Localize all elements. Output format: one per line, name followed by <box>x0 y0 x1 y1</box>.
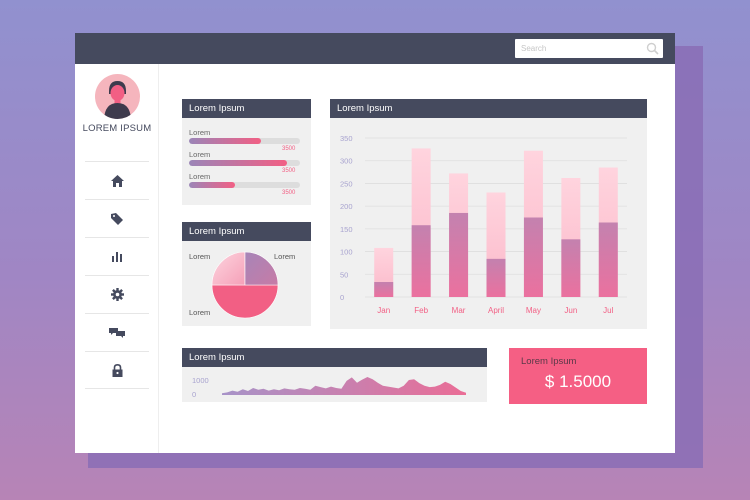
y-tick-label: 0 <box>340 293 344 302</box>
area-series <box>222 377 466 395</box>
user-avatar-icon <box>104 81 131 119</box>
x-tick-label: Jun <box>564 306 577 315</box>
y-tick-label: 0 <box>192 390 196 399</box>
bar-inner[interactable] <box>374 282 394 297</box>
home-icon <box>110 174 124 187</box>
search-icon[interactable] <box>646 42 659 55</box>
tag-icon <box>111 212 123 225</box>
progress-label: Lorem <box>189 172 211 181</box>
area-chart: 1000 0 <box>192 376 466 399</box>
progress-card: Lorem Ipsum Lorem 3500 Lorem 3500 Lorem … <box>182 99 311 205</box>
progress-label: Lorem <box>189 150 211 159</box>
dashboard-window: LOREM IPSUM <box>75 33 675 453</box>
x-tick-label: May <box>526 306 541 315</box>
progress-value: 3500 <box>282 168 296 174</box>
y-tick-label: 1000 <box>192 376 209 385</box>
nav-item-messages[interactable] <box>85 313 149 351</box>
total-label: Lorem Ipsum <box>521 356 577 367</box>
nav-item-settings[interactable] <box>85 275 149 313</box>
nav-item-home[interactable] <box>85 161 149 199</box>
nav-item-analytics[interactable] <box>85 237 149 275</box>
y-tick-label: 200 <box>340 202 353 211</box>
bar-chart-icon <box>112 251 122 262</box>
area-chart-title: Lorem Ipsum <box>182 348 487 367</box>
bar-inner[interactable] <box>411 225 431 297</box>
y-tick-label: 150 <box>340 225 353 234</box>
lock-icon <box>112 363 122 377</box>
progress-fill <box>189 182 235 188</box>
pie-card: Lorem Ipsum Lorem Lorem Lorem <box>182 222 311 326</box>
pie-label: Lorem <box>189 308 211 317</box>
y-tick-label: 100 <box>340 248 353 257</box>
total-card: Lorem Ipsum $ 1.5000 <box>509 348 647 404</box>
pie-chart <box>211 251 279 319</box>
progress-value: 3500 <box>282 190 296 196</box>
bar-chart: 0 50 100 150 200 250 300 350 Jan Feb Mar April May Ju… <box>340 134 627 315</box>
progress-label: Lorem <box>189 128 211 137</box>
chat-icon <box>109 327 125 338</box>
y-tick-label: 50 <box>340 270 348 279</box>
bar-inner[interactable] <box>449 212 469 297</box>
avatar[interactable] <box>95 74 140 119</box>
x-tick-label: Jan <box>377 306 390 315</box>
pie-card-title: Lorem Ipsum <box>182 222 311 241</box>
bar-inner[interactable] <box>561 239 581 297</box>
bar-chart-title: Lorem Ipsum <box>330 99 647 118</box>
bar-chart-card: Lorem Ipsum 0 50 100 150 200 250 300 350 Jan Feb M… <box>330 99 647 329</box>
y-tick-label: 250 <box>340 179 353 188</box>
search-box[interactable] <box>515 39 663 58</box>
search-input[interactable] <box>521 41 639 56</box>
bar-inner[interactable] <box>598 222 618 297</box>
progress-bar <box>189 182 300 188</box>
pie-slice[interactable] <box>244 251 279 286</box>
gear-icon <box>110 288 124 301</box>
y-tick-label: 350 <box>340 134 353 143</box>
pie-slice[interactable] <box>211 284 279 319</box>
x-tick-label: Mar <box>452 306 466 315</box>
nav-item-tags[interactable] <box>85 199 149 237</box>
x-tick-label: Feb <box>414 306 428 315</box>
progress-fill <box>189 160 287 166</box>
top-bar <box>75 33 675 64</box>
bar-inner[interactable] <box>523 217 543 298</box>
progress-bar <box>189 138 300 144</box>
sidebar: LOREM IPSUM <box>75 64 159 453</box>
progress-bar <box>189 160 300 166</box>
progress-value: 3500 <box>282 146 296 152</box>
total-value: $ 1.5000 <box>544 372 612 391</box>
pie-slice[interactable] <box>211 251 246 286</box>
x-tick-label: Jul <box>603 306 613 315</box>
pie-label: Lorem <box>189 252 211 261</box>
username: LOREM IPSUM <box>82 123 152 134</box>
nav-item-security[interactable] <box>85 351 149 389</box>
bar-inner[interactable] <box>486 258 506 297</box>
progress-card-title: Lorem Ipsum <box>182 99 311 118</box>
y-tick-label: 300 <box>340 157 353 166</box>
progress-fill <box>189 138 262 144</box>
area-chart-card: Lorem Ipsum 1000 0 <box>182 348 487 402</box>
x-tick-label: April <box>488 306 504 315</box>
pie-label: Lorem <box>274 252 296 261</box>
